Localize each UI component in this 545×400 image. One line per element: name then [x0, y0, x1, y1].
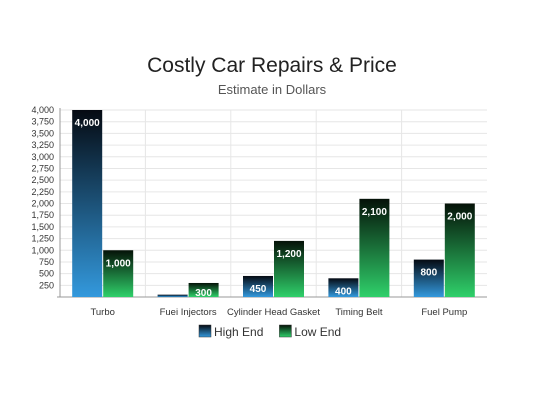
legend[interactable]: High End Low End	[198, 324, 341, 339]
data-label: 1,200	[276, 249, 301, 260]
data-label: 300	[195, 288, 212, 299]
x-tick-label: Fuel Pump	[421, 307, 467, 318]
data-label: 400	[335, 286, 352, 297]
bar-low-end[interactable]	[103, 250, 134, 297]
y-tick-label: 1,250	[31, 234, 54, 244]
bar-low-end[interactable]	[444, 203, 475, 298]
data-label: 2,000	[447, 212, 472, 223]
bar-high-end[interactable]	[243, 275, 273, 297]
bar-low-end[interactable]	[188, 282, 219, 297]
y-tick-label: 1,750	[31, 210, 54, 220]
y-tick-label: 2,250	[31, 187, 54, 197]
y-tick-label: 3,750	[31, 117, 54, 127]
bar-high-end[interactable]	[157, 294, 188, 297]
chart-title: Costly Car Repairs & Price	[147, 54, 397, 77]
y-tick-label: 3,250	[31, 140, 54, 150]
bar-low-end[interactable]	[359, 198, 390, 297]
y-tick-label: 3,000	[31, 152, 54, 162]
y-tick-label: 2,000	[31, 199, 54, 209]
y-tick-label: 1,000	[31, 245, 54, 255]
legend-swatch[interactable]	[198, 324, 212, 338]
bar-low-end[interactable]	[274, 240, 304, 297]
data-label: 800	[420, 268, 437, 279]
y-tick-label: 750	[39, 257, 54, 267]
y-tick-label: 2,750	[31, 163, 54, 173]
y-tick-label: 2,500	[31, 175, 54, 185]
bar-high-end[interactable]	[413, 259, 444, 297]
x-tick-label: Turbo	[90, 307, 114, 318]
y-tick-label: 4,000	[31, 105, 54, 115]
data-label: 2,100	[362, 207, 387, 218]
bar-high-end[interactable]	[328, 278, 359, 297]
y-tick-label: 500	[39, 269, 54, 279]
chart-subtitle: Estimate in Dollars	[218, 82, 327, 97]
legend-swatch[interactable]	[279, 324, 292, 338]
data-label: 1,000	[106, 258, 131, 269]
data-label: 4,000	[75, 118, 100, 129]
bar-high-end[interactable]	[72, 110, 103, 297]
x-tick-label: Timing Belt	[335, 307, 383, 318]
y-tick-label: 3,500	[31, 128, 54, 138]
x-tick-label: Fuei Injectors	[160, 307, 217, 318]
x-tick-label: Cylinder Head Gasket	[227, 307, 320, 318]
bars: 4,000 1,000 300 450 1,200 400 2,100 800 2,000	[72, 110, 475, 299]
data-label: 450	[250, 284, 267, 295]
y-tick-label: 1,500	[31, 222, 54, 232]
legend-label[interactable]: Low End	[294, 325, 341, 339]
legend-label[interactable]: High End	[214, 325, 263, 339]
y-tick-label: 250	[39, 280, 54, 290]
